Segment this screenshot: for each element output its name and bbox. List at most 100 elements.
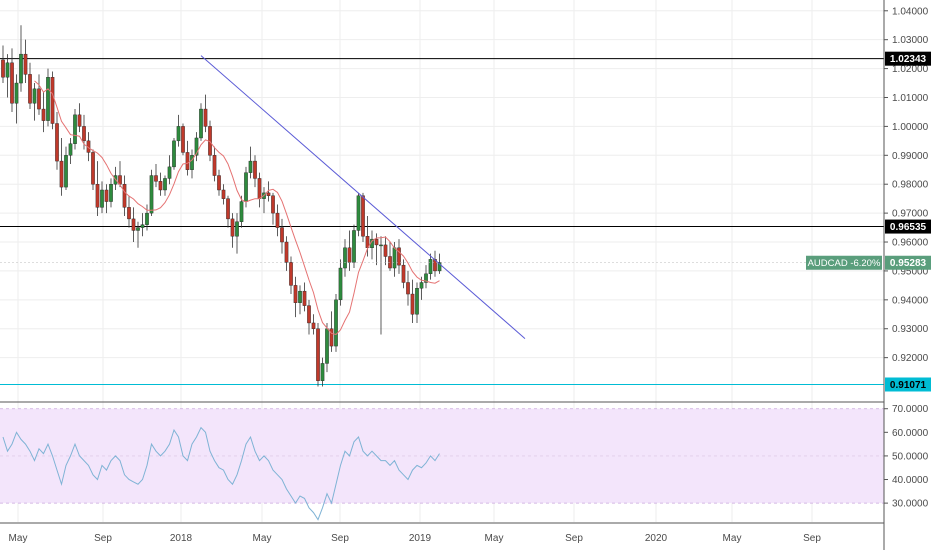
candle-body: [163, 178, 167, 191]
candle-body: [356, 195, 361, 231]
y-tick-label: 0.93000: [892, 324, 929, 335]
y-tick-label: 0.96000: [892, 238, 929, 249]
candle-body: [212, 155, 217, 176]
level-price-label: 0.91071: [890, 380, 927, 391]
ma-line: [34, 80, 440, 336]
candle-body: [82, 126, 86, 142]
rsi-series: [2, 426, 440, 521]
candle-body: [289, 262, 293, 286]
candle-body: [401, 264, 406, 283]
candle-body: [104, 189, 109, 202]
candle-body: [68, 143, 73, 156]
candle-body: [46, 77, 50, 121]
candle-body: [140, 224, 145, 228]
level-price-label: 0.96535: [890, 222, 927, 233]
candle-body: [64, 155, 68, 188]
level-price-tag: [885, 51, 931, 66]
x-tick-label: 2019: [409, 533, 432, 544]
candle-body: [424, 273, 428, 283]
candle-body: [329, 328, 334, 347]
x-tick-label: Sep: [565, 533, 583, 544]
candle-body: [239, 201, 244, 222]
y-tick-label: 1.03000: [892, 35, 929, 46]
candle-body: [41, 108, 46, 121]
moving-average: [34, 80, 440, 336]
x-tick-label: May: [253, 533, 272, 544]
candle-body: [266, 192, 271, 196]
candle-body: [91, 152, 95, 185]
candle-body: [167, 166, 172, 179]
candle-body: [244, 172, 248, 202]
candle-body: [181, 126, 185, 153]
candle-body: [194, 137, 199, 156]
candle-body: [73, 114, 77, 144]
y-tick-label: 0.98000: [892, 180, 929, 191]
rsi-overbought-oversold-band: [0, 408, 884, 504]
candle-body: [154, 175, 158, 182]
last-price-tag: [885, 255, 931, 270]
x-tick-label: Sep: [803, 533, 821, 544]
candle-body: [203, 108, 208, 127]
descending-trendline: [200, 55, 526, 339]
candle-body: [410, 293, 415, 315]
candle-body: [32, 88, 37, 104]
candle-body: [320, 363, 325, 381]
price-axis-ticks: 1.04000 1.03000 1.02000 1.01000 1.00000 0.990…: [884, 6, 929, 364]
candle-body: [230, 218, 235, 237]
y-tick-label: 0.97000: [892, 209, 929, 220]
candle-body: [28, 74, 32, 104]
trendline: [200, 55, 526, 339]
candle-body: [37, 88, 41, 110]
rsi-axis-ticks: 70.0000 60.0000 50.0000 40.0000 30.0000: [884, 404, 929, 510]
candle-body: [158, 181, 163, 191]
candle-body: [100, 189, 104, 208]
candle-body: [428, 259, 433, 275]
candle-body: [397, 247, 401, 266]
y-tick-label: 1.00000: [892, 122, 929, 133]
x-tick-label: 2020: [645, 533, 668, 544]
candle-body: [235, 221, 239, 237]
candle-body: [343, 247, 347, 269]
x-tick-label: May: [723, 533, 742, 544]
candles: [1, 25, 442, 387]
price-tags: 1.02343 0.96535 0.91071 AUDCAD -6.20% 0.9528…: [0, 51, 931, 392]
candle-body: [248, 160, 253, 173]
rsi-tick-label: 50.0000: [892, 451, 929, 462]
last-price-label: 0.95283: [890, 258, 927, 269]
rsi-band: [0, 408, 884, 504]
candle-body: [217, 175, 221, 191]
candle-body: [293, 285, 298, 303]
y-tick-label: 0.95000: [892, 266, 929, 277]
level-price-tag: [885, 377, 931, 392]
candle-body: [19, 53, 23, 84]
candle-body: [316, 328, 320, 381]
x-tick-label: May: [485, 533, 504, 544]
candle-body: [14, 82, 19, 104]
candle-body: [352, 230, 356, 263]
candle-body: [347, 247, 352, 263]
level-price-label: 1.02343: [890, 54, 927, 65]
candle-body: [149, 175, 154, 214]
candle-body: [415, 288, 419, 315]
y-tick-label: 1.01000: [892, 93, 929, 104]
x-tick-label: 2018: [170, 533, 193, 544]
rsi-line: [2, 426, 440, 521]
candle-body: [302, 290, 307, 306]
candle-body: [95, 184, 100, 208]
candle-body: [271, 195, 275, 214]
axes: [0, 0, 885, 550]
candle-body: [406, 282, 410, 295]
y-tick-label: 1.04000: [892, 6, 929, 17]
candle-body: [185, 152, 190, 170]
candle-body: [383, 244, 388, 257]
time-axis-ticks: May Sep 2018 May Sep 2019 May Sep 2020 May Sep: [9, 533, 822, 544]
y-tick-label: 0.94000: [892, 295, 929, 306]
candle-body: [307, 305, 311, 324]
candle-body: [10, 62, 14, 104]
candle-body: [59, 160, 64, 188]
rsi-tick-label: 60.0000: [892, 428, 929, 439]
candle-body: [172, 140, 176, 168]
candle-body: [23, 53, 28, 75]
